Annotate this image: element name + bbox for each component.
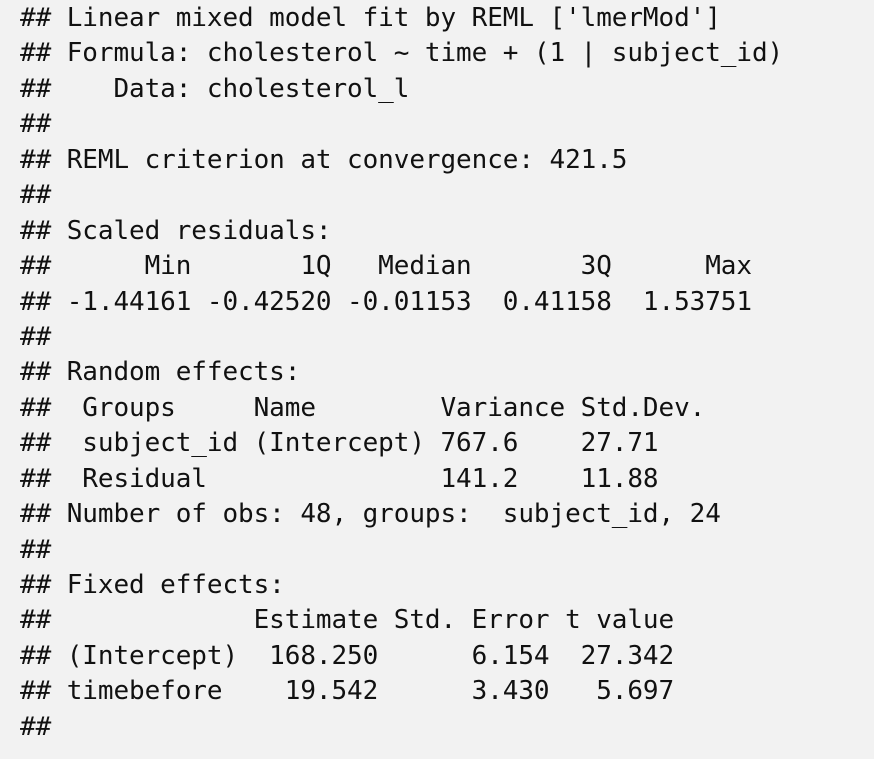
scaled-residuals-heading: ## Scaled residuals: <box>20 215 332 246</box>
fixed-effects-header-row: ## Estimate Std. Error t value <box>20 605 675 636</box>
model-title-line: ## Linear mixed model fit by REML ['lmer… <box>20 3 721 33</box>
fixed-effects-heading: ## Fixed effects: <box>20 570 285 600</box>
data-line: ## Data: cholesterol_l <box>20 73 410 104</box>
random-effects-row-residual: ## Residual 141.2 11.88 <box>20 463 659 494</box>
blank-comment-line: ## <box>20 180 52 211</box>
blank-comment-line: ## <box>20 109 52 140</box>
blank-comment-line: ## <box>20 711 52 742</box>
residuals-header-row: ## Min 1Q Median 3Q Max <box>20 251 752 282</box>
reml-criterion-line: ## REML criterion at convergence: 421.5 <box>20 144 628 175</box>
blank-comment-line: ## <box>20 534 52 565</box>
random-effects-row-subject: ## subject_id (Intercept) 767.6 27.71 <box>20 428 659 459</box>
fixed-effects-row-timebefore: ## timebefore 19.542 3.430 5.697 <box>20 676 675 707</box>
random-effects-header-row: ## Groups Name Variance Std.Dev. <box>20 392 706 423</box>
fixed-effects-row-intercept: ## (Intercept) 168.250 6.154 27.342 <box>20 640 675 671</box>
residuals-values-row: ## -1.44161 -0.42520 -0.01153 0.41158 1.… <box>20 286 752 317</box>
random-effects-heading: ## Random effects: <box>20 357 301 388</box>
blank-comment-line: ## <box>20 321 52 352</box>
number-of-obs-line: ## Number of obs: 48, groups: subject_id… <box>20 499 721 530</box>
formula-line: ## Formula: cholesterol ~ time + (1 | su… <box>20 38 784 69</box>
